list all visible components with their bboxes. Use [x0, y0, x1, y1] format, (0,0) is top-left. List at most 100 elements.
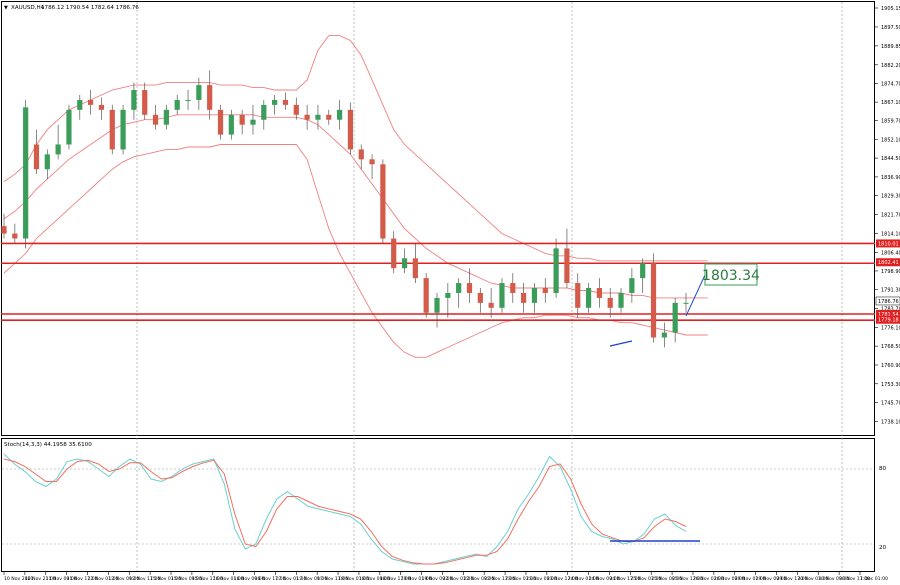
candle — [142, 82, 148, 120]
candle-body — [174, 99, 180, 110]
candle-body — [499, 283, 505, 308]
candle-body — [531, 288, 538, 303]
candle-body — [445, 292, 451, 298]
candle-body — [477, 292, 483, 303]
candle — [445, 283, 451, 318]
price-axis-label: 1745.70 — [881, 401, 900, 407]
candle-body — [553, 248, 559, 293]
candle — [596, 278, 602, 308]
candle — [44, 149, 50, 180]
candle-body — [434, 297, 440, 313]
candle — [564, 228, 570, 289]
candle-body — [683, 302, 689, 304]
main-panel-frame — [1, 1, 875, 436]
price-axis-label: 1760.90 — [881, 363, 900, 369]
price-axis-label: 1874.70 — [881, 81, 900, 87]
price-tag — [875, 296, 900, 306]
price-tag-label: 1779.18 — [878, 318, 899, 324]
bollinger-middle-band — [3, 114, 708, 299]
price-axis-label: 1814.10 — [881, 231, 900, 237]
bollinger-lower-band — [3, 144, 708, 358]
candle-body — [585, 288, 592, 308]
candle-body — [163, 109, 169, 125]
candle — [98, 97, 105, 120]
candle-body — [369, 159, 375, 165]
time-axis-label: 19 Nov 09:00 — [422, 576, 453, 582]
candle-body — [315, 114, 321, 120]
candle-body — [250, 119, 256, 125]
price-callout: 1803.34 — [702, 263, 760, 286]
candle — [423, 273, 429, 318]
chart-symbol: XAUUSD,H4 — [11, 5, 45, 11]
candle — [336, 99, 343, 130]
candle — [293, 97, 299, 120]
candle — [261, 99, 267, 130]
candle-body — [196, 85, 202, 100]
candle-body — [347, 109, 354, 150]
candle — [629, 268, 635, 303]
time-axis-label: 22 Nov 17:00 — [484, 576, 515, 582]
price-tag — [876, 258, 900, 267]
candle — [347, 102, 354, 155]
candle — [12, 223, 18, 244]
price-panel[interactable] — [1, 35, 875, 358]
time-axis-label: 18 Nov 01:00 — [338, 576, 369, 582]
candle-body — [488, 302, 494, 308]
price-tag-label: 1786.76 — [878, 299, 899, 305]
chart-ohlc: 1786.12 1790.54 1782.64 1786.76 — [41, 5, 139, 11]
candle-body — [380, 164, 386, 239]
price-tag — [876, 309, 900, 318]
candle — [77, 94, 83, 120]
candle-body — [152, 114, 159, 125]
candle — [542, 278, 548, 303]
candle-body — [207, 85, 213, 110]
time-axis-label: 16 Nov 17:00 — [255, 576, 286, 582]
time-axis-label: 16 Nov 09:00 — [234, 576, 265, 582]
time-axis-label: 10 Nov 21:00 — [25, 576, 56, 582]
candle-body — [77, 99, 83, 110]
price-axis-label: 1798.90 — [881, 269, 900, 275]
candle — [488, 288, 494, 318]
candle — [434, 292, 440, 328]
price-axis-label: 1806.40 — [881, 250, 900, 256]
candle-body — [66, 109, 72, 145]
time-axis-label: 25 Nov 01:00 — [630, 576, 661, 582]
price-callout-value: 1803.34 — [702, 268, 760, 284]
candle-body — [596, 288, 602, 298]
time-axis-label: 24 Nov 17:00 — [609, 576, 640, 582]
candle-body — [650, 263, 657, 338]
price-axis-label: 1882.20 — [881, 63, 900, 69]
price-axis-label: 1867.10 — [881, 100, 900, 106]
price-axis-label: 1844.50 — [881, 156, 900, 162]
stochastic-panel[interactable] — [2, 453, 874, 565]
trend-line[interactable] — [609, 340, 633, 347]
stoch-level-20: 20 — [879, 545, 887, 551]
candle — [185, 90, 191, 110]
candle-body — [228, 114, 234, 135]
time-axis-label: 22 Nov 09:00 — [463, 576, 494, 582]
candle-body — [44, 154, 50, 170]
chart-header-arrow[interactable]: ▼ — [4, 5, 8, 11]
price-axis-label: 1889.85 — [881, 44, 900, 50]
candle-body — [293, 104, 299, 115]
candle — [217, 104, 224, 140]
price-axis-label: 1859.70 — [881, 118, 900, 124]
candle — [250, 104, 256, 135]
price-axis[interactable]: 1905.15 1897.50 1889.85 1882.20 1874.70 1867.… — [874, 6, 900, 425]
candle — [163, 104, 169, 130]
price-axis-label: 1821.70 — [881, 213, 900, 219]
time-axis-label: 29 Nov 09:00 — [756, 576, 787, 582]
candle-body — [575, 283, 581, 308]
candle — [661, 322, 667, 348]
stoch-main-line — [3, 453, 687, 565]
candle — [650, 253, 657, 343]
price-tag-label: 1802.41 — [878, 260, 899, 266]
bollinger-upper-band — [3, 35, 708, 262]
time-axis-label: 16 Nov 01:00 — [213, 576, 244, 582]
candle-body — [336, 109, 343, 120]
candle — [477, 288, 483, 313]
time-axis-label: 19 Nov 01:00 — [401, 576, 432, 582]
candle-body — [510, 283, 516, 293]
